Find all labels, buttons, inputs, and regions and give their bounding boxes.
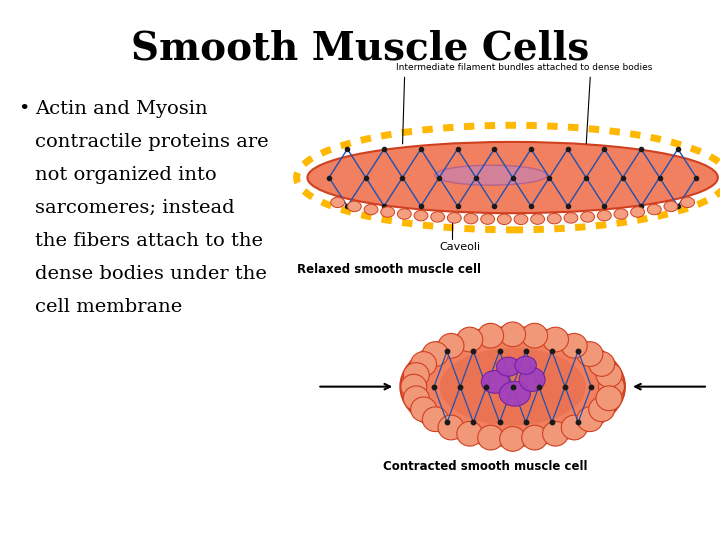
Text: Contracted smooth muscle cell: Contracted smooth muscle cell <box>383 460 588 473</box>
Ellipse shape <box>514 214 528 225</box>
Ellipse shape <box>498 214 511 225</box>
Ellipse shape <box>330 197 345 207</box>
Ellipse shape <box>438 415 464 440</box>
Ellipse shape <box>447 213 462 223</box>
Ellipse shape <box>577 342 603 367</box>
Ellipse shape <box>562 333 588 358</box>
Ellipse shape <box>564 213 578 223</box>
Ellipse shape <box>464 213 478 224</box>
Text: Smooth Muscle Cells: Smooth Muscle Cells <box>131 30 589 68</box>
Ellipse shape <box>397 209 411 219</box>
Ellipse shape <box>500 322 526 347</box>
Ellipse shape <box>589 352 615 376</box>
Ellipse shape <box>499 381 531 406</box>
Ellipse shape <box>481 214 495 224</box>
Ellipse shape <box>589 397 615 422</box>
Ellipse shape <box>598 211 611 221</box>
Ellipse shape <box>438 333 464 358</box>
Ellipse shape <box>680 197 695 207</box>
Ellipse shape <box>403 386 429 410</box>
Ellipse shape <box>614 209 628 219</box>
Text: •: • <box>18 100 30 118</box>
Ellipse shape <box>348 201 361 212</box>
Ellipse shape <box>596 386 622 410</box>
Ellipse shape <box>522 323 548 348</box>
Ellipse shape <box>497 357 521 376</box>
Ellipse shape <box>577 407 603 431</box>
Ellipse shape <box>435 165 547 185</box>
Ellipse shape <box>581 212 595 222</box>
Text: the fibers attach to the: the fibers attach to the <box>35 232 263 250</box>
Text: Caveoli: Caveoli <box>439 242 480 252</box>
Ellipse shape <box>410 352 436 376</box>
Ellipse shape <box>400 327 625 446</box>
Ellipse shape <box>500 427 526 451</box>
Ellipse shape <box>543 421 569 446</box>
Ellipse shape <box>515 356 536 374</box>
Ellipse shape <box>414 211 428 221</box>
Ellipse shape <box>477 425 503 450</box>
Ellipse shape <box>403 363 429 387</box>
Ellipse shape <box>410 397 436 422</box>
Text: cell membrane: cell membrane <box>35 298 182 316</box>
Ellipse shape <box>522 425 548 450</box>
Ellipse shape <box>381 207 395 217</box>
Ellipse shape <box>562 415 588 440</box>
Ellipse shape <box>401 374 427 399</box>
Text: contractile proteins are: contractile proteins are <box>35 133 269 151</box>
Ellipse shape <box>664 201 678 212</box>
Ellipse shape <box>519 368 545 392</box>
Ellipse shape <box>364 204 378 215</box>
Ellipse shape <box>456 327 482 352</box>
Text: dense bodies under the: dense bodies under the <box>35 265 267 283</box>
Text: Intermediate filament bundles attached to dense bodies: Intermediate filament bundles attached t… <box>396 63 652 72</box>
Ellipse shape <box>531 214 544 224</box>
Ellipse shape <box>543 327 569 352</box>
Text: not organized into: not organized into <box>35 166 217 184</box>
Text: Relaxed smooth muscle cell: Relaxed smooth muscle cell <box>297 263 481 276</box>
Ellipse shape <box>423 342 449 367</box>
Ellipse shape <box>477 323 503 348</box>
Ellipse shape <box>423 407 449 431</box>
Ellipse shape <box>307 142 718 213</box>
Ellipse shape <box>456 421 482 446</box>
Ellipse shape <box>596 363 622 387</box>
Text: Actin and Myosin: Actin and Myosin <box>35 100 207 118</box>
Ellipse shape <box>431 212 444 222</box>
Ellipse shape <box>440 348 585 426</box>
Text: sarcomeres; instead: sarcomeres; instead <box>35 199 235 217</box>
Ellipse shape <box>598 374 624 399</box>
Ellipse shape <box>547 213 561 224</box>
Ellipse shape <box>647 204 661 215</box>
Ellipse shape <box>481 370 510 393</box>
Ellipse shape <box>631 207 644 217</box>
